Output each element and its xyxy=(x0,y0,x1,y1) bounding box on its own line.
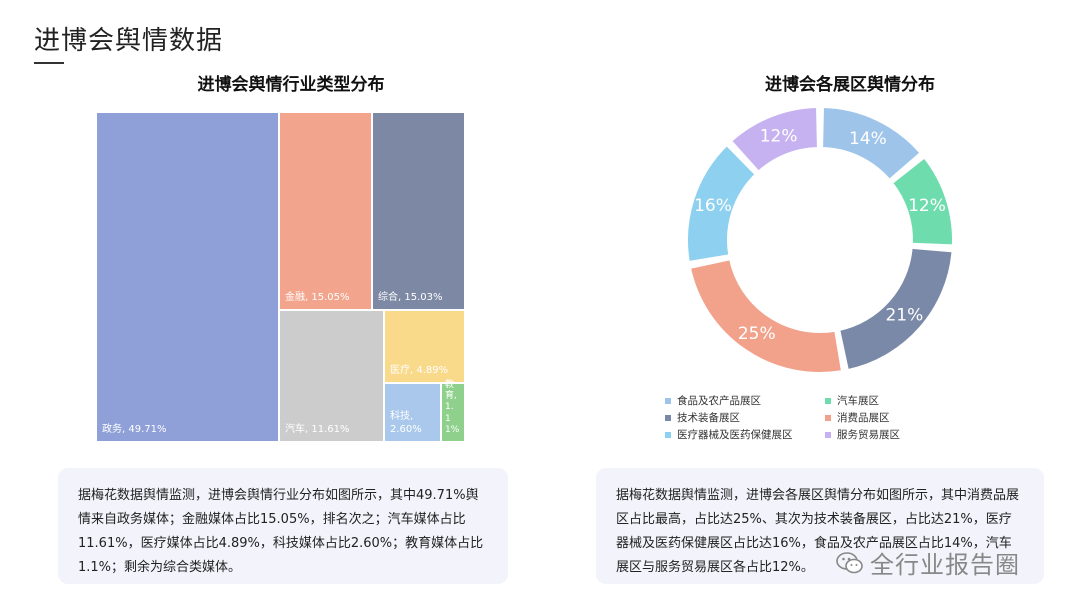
donut-slice-1 xyxy=(890,156,954,247)
wechat-icon xyxy=(836,551,863,573)
treemap-label-yiliao: 医疗, 4.89% xyxy=(390,364,449,376)
treemap-label-zonghe: 综合, 15.03% xyxy=(378,291,443,303)
donut-description: 据梅花数据舆情监测，进博会各展区舆情分布如图所示，其中消费品展区占比最高，占比达… xyxy=(596,468,1044,584)
donut-slice-5 xyxy=(729,106,819,173)
donut-label-5: 12% xyxy=(760,126,798,146)
legend-item-0: 食品及农产品展区 xyxy=(665,393,825,408)
donut-label-4: 16% xyxy=(694,196,732,216)
donut-label-3: 25% xyxy=(738,324,776,344)
treemap-cell-zhengwu: 政务, 49.71% xyxy=(96,112,279,442)
watermark-text: 全行业报告圈 xyxy=(870,551,1020,579)
legend-item-5: 服务贸易展区 xyxy=(825,427,955,442)
legend-swatch-0 xyxy=(665,397,671,404)
legend-swatch-2 xyxy=(665,414,671,421)
legend-label-0: 食品及农产品展区 xyxy=(677,395,761,407)
treemap-label-jinrong: 金融, 15.05% xyxy=(285,291,350,303)
page-title: 进博会舆情数据 xyxy=(34,26,224,56)
legend-label-3: 消费品展区 xyxy=(837,412,890,424)
donut-slice-2 xyxy=(838,246,954,372)
treemap-label-zhengwu: 政务, 49.71% xyxy=(102,423,167,435)
legend-swatch-1 xyxy=(825,397,831,404)
donut-label-2: 21% xyxy=(885,305,923,325)
title-underline xyxy=(34,62,64,64)
legend-label-2: 技术装备展区 xyxy=(677,412,740,424)
treemap-label-keji: 科技, 2.60% xyxy=(390,411,422,435)
treemap-cell-jinrong: 金融, 15.05% xyxy=(279,112,372,310)
legend-item-4: 医疗器械及医药保健展区 xyxy=(665,427,825,442)
donut-legend: 食品及农产品展区 汽车展区技术装备展区 消费品展区医疗器械及医药保健展区 服务贸易展区 xyxy=(665,393,955,442)
legend-label-1: 汽车展区 xyxy=(837,395,879,407)
donut-chart: 14% 12% 21% 25% 16% 12% xyxy=(686,106,954,374)
treemap-label-qiche: 汽车, 11.61% xyxy=(285,423,350,435)
legend-swatch-3 xyxy=(825,414,831,421)
donut-title: 进博会各展区舆情分布 xyxy=(765,75,935,95)
treemap-chart: 政务, 49.71% 金融, 15.05% 综合, 15.03% 汽车, 11.61%… xyxy=(96,112,465,442)
treemap-cell-qiche: 汽车, 11.61% xyxy=(279,310,384,442)
treemap-title: 进博会舆情行业类型分布 xyxy=(197,75,385,95)
treemap-cell-jiaoyu: 教育, 1.1 1% xyxy=(441,379,465,442)
legend-item-1: 汽车展区 xyxy=(825,393,955,408)
donut-slice-0 xyxy=(821,106,922,182)
watermark: 全行业报告圈 xyxy=(836,545,1020,580)
treemap-description: 据梅花数据舆情监测，进博会舆情行业分布如图所示，其中49.71%舆情来自政务媒体… xyxy=(58,468,508,584)
treemap-cell-yiliao: 医疗, 4.89% xyxy=(384,310,465,383)
donut-label-1: 12% xyxy=(908,196,946,216)
treemap-cell-keji: 科技, 2.60% xyxy=(384,383,441,442)
treemap-cell-zonghe: 综合, 15.03% xyxy=(372,112,465,310)
legend-label-4: 医疗器械及医药保健展区 xyxy=(677,429,793,441)
legend-swatch-5 xyxy=(825,431,831,438)
treemap-label-jiaoyu: 教育, 1.1 1% xyxy=(445,379,460,435)
legend-swatch-4 xyxy=(665,431,671,438)
legend-item-2: 技术装备展区 xyxy=(665,410,825,425)
donut-slice-4 xyxy=(686,143,757,264)
donut-slice-3 xyxy=(688,258,844,374)
legend-label-5: 服务贸易展区 xyxy=(837,429,900,441)
legend-item-3: 消费品展区 xyxy=(825,410,955,425)
donut-label-0: 14% xyxy=(849,129,887,149)
